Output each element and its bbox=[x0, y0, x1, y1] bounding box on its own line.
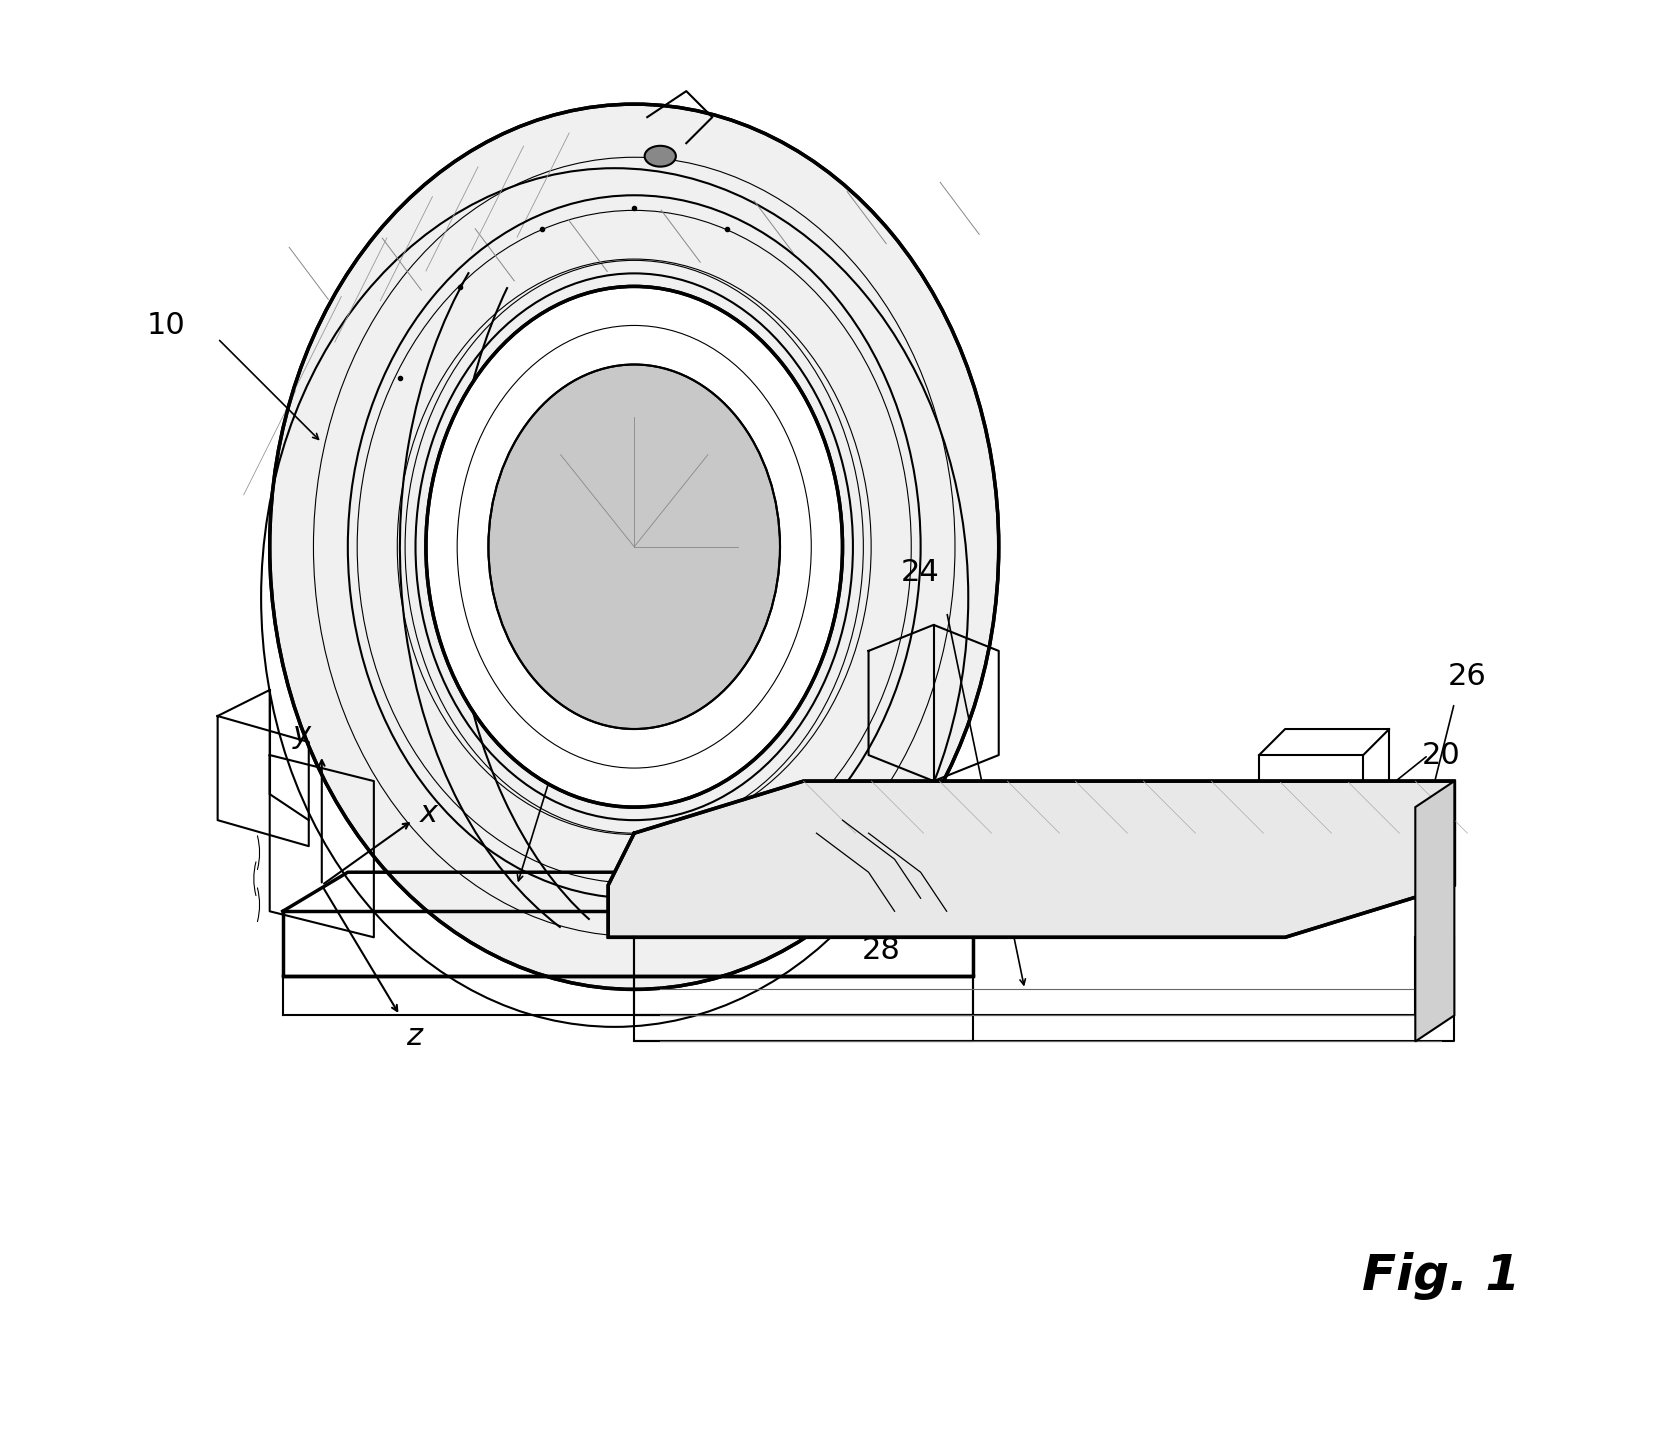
Text: z: z bbox=[406, 1022, 423, 1051]
Text: 28: 28 bbox=[863, 937, 901, 965]
Polygon shape bbox=[1415, 780, 1455, 1041]
Text: 26: 26 bbox=[1448, 663, 1486, 692]
Text: 10: 10 bbox=[145, 311, 186, 339]
Text: x: x bbox=[420, 799, 438, 828]
Ellipse shape bbox=[488, 365, 781, 729]
Ellipse shape bbox=[269, 105, 998, 990]
Text: Fig. 1: Fig. 1 bbox=[1363, 1252, 1520, 1300]
Ellipse shape bbox=[426, 286, 843, 808]
Text: y: y bbox=[293, 719, 311, 749]
Text: 24: 24 bbox=[901, 558, 940, 587]
Ellipse shape bbox=[645, 146, 675, 166]
Text: 20: 20 bbox=[1421, 740, 1461, 769]
Text: 22: 22 bbox=[563, 663, 602, 692]
Polygon shape bbox=[609, 780, 1455, 938]
